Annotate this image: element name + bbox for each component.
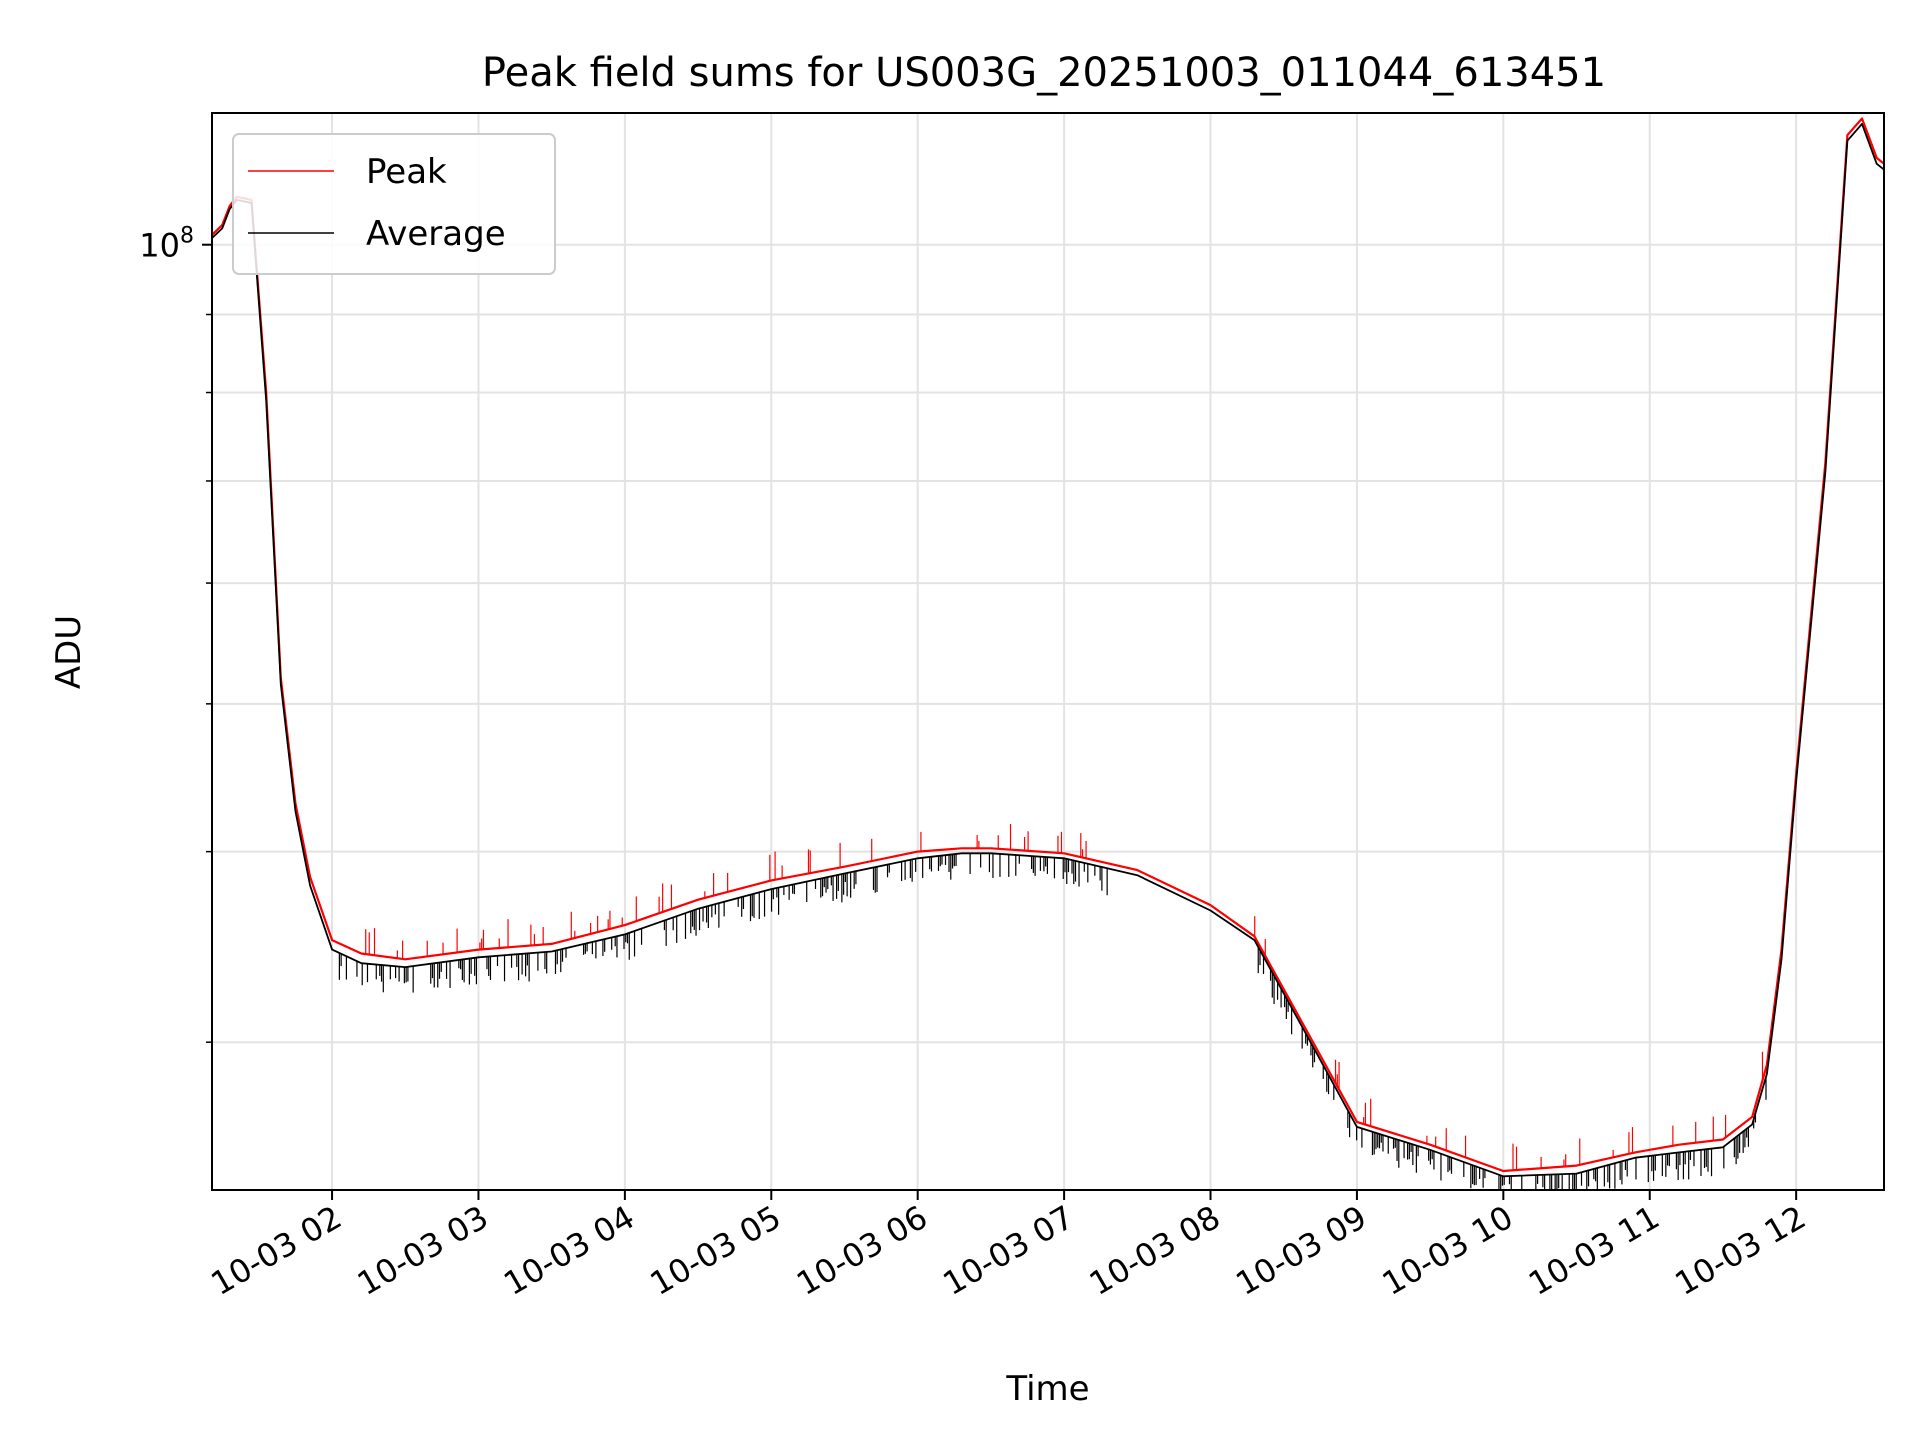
x-axis-label: Time [1005, 1369, 1089, 1409]
legend-box [232, 133, 556, 275]
legend: Peak Average [232, 133, 556, 275]
y-axis-label: ADU [49, 615, 89, 689]
noise-spikes [338, 823, 1767, 1190]
gridlines [212, 113, 1884, 1190]
plot-frame [211, 112, 1885, 1191]
y-tick-label: 108 [139, 224, 194, 265]
chart-title: Peak field sums for US003G_20251003_0110… [482, 50, 1606, 96]
plot-lines [212, 117, 1884, 1178]
legend-label-average: Average [366, 214, 506, 254]
legend-label-peak: Peak [366, 152, 447, 192]
y-axis-ticks: 108 [139, 224, 212, 1043]
series-line-average [212, 123, 1884, 1178]
